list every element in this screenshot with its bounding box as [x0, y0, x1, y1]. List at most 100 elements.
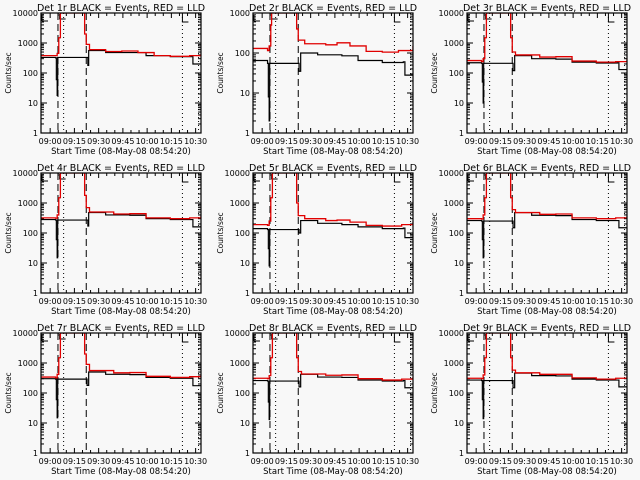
x-tick-label: 09:45 [537, 137, 560, 146]
x-tick-label: 10:30 [184, 297, 207, 306]
x-tick-label: 10:15 [160, 297, 183, 306]
e-marker [393, 174, 401, 183]
y-tick-label: 10 [454, 259, 464, 268]
x-tick-label: 10:00 [136, 137, 159, 146]
panel-title: Det 7r BLACK = Events, RED = LLD [37, 323, 205, 334]
x-tick-label: 09:00 [465, 297, 488, 306]
y-tick-label: 100 [235, 389, 250, 398]
start-bracket-marker [41, 335, 48, 342]
series-group [253, 173, 413, 267]
events-series-line [41, 49, 201, 96]
lld-series-line [41, 333, 201, 379]
x-tick-label: 09:00 [465, 457, 488, 466]
x-tick-label: 10:00 [562, 297, 585, 306]
e-marker [393, 14, 401, 23]
x-tick-label: 10:15 [586, 457, 609, 466]
series-group [467, 173, 627, 259]
y-tick-label: 1000 [230, 199, 250, 208]
y-tick-label: 10 [454, 99, 464, 108]
y-tick-label: 10 [240, 259, 250, 268]
panel-title: Det 1r BLACK = Events, RED = LLD [37, 3, 205, 14]
x-axis-label: Start Time (08-May-08 08:54:20) [477, 147, 617, 157]
y-tick-label: 10 [240, 419, 250, 428]
y-tick-label: 10 [28, 419, 38, 428]
x-tick-label: 09:30 [87, 297, 110, 306]
x-tick-label: 10:30 [184, 457, 207, 466]
x-tick-label: 10:15 [586, 137, 609, 146]
x-tick-label: 09:00 [251, 297, 274, 306]
e-marker [181, 14, 189, 23]
lld-series-line [467, 333, 627, 380]
series-group [467, 333, 627, 420]
x-tick-label: 09:30 [513, 297, 536, 306]
x-tick-label: 09:30 [87, 137, 110, 146]
y-axis-label: Counts/sec [216, 372, 225, 413]
series-group [41, 13, 201, 96]
e-marker [607, 334, 615, 343]
x-tick-label: 09:30 [299, 137, 322, 146]
x-tick-label: 09:15 [275, 457, 298, 466]
panel-1: Det 1r BLACK = Events, RED = LLD Counts/s… [4, 3, 207, 157]
x-tick-label: 10:30 [184, 137, 207, 146]
start-bracket-marker [253, 175, 260, 182]
y-tick-label: 10000 [13, 169, 38, 178]
x-tick-label: 10:30 [396, 297, 419, 306]
x-tick-label: 10:15 [160, 457, 183, 466]
y-tick-label: 1 [33, 449, 38, 458]
x-tick-label: 09:15 [63, 137, 86, 146]
s-marker [271, 334, 278, 340]
start-bracket-marker [41, 15, 48, 22]
y-axis-label: Counts/sec [430, 372, 439, 413]
y-tick-label: 10000 [225, 329, 250, 338]
y-tick-label: 1 [33, 129, 38, 138]
y-tick-label: 100 [235, 229, 250, 238]
x-tick-label: 09:15 [63, 297, 86, 306]
x-tick-label: 10:15 [372, 457, 395, 466]
x-tick-label: 09:45 [111, 457, 134, 466]
y-tick-label: 10000 [13, 9, 38, 18]
events-series-line [253, 52, 413, 122]
panel-7: Det 7r BLACK = Events, RED = LLD Counts/s… [4, 323, 207, 477]
x-tick-label: 10:00 [562, 137, 585, 146]
series-group [41, 173, 201, 259]
x-axis-label: Start Time (08-May-08 08:54:20) [51, 467, 191, 477]
x-tick-label: 09:00 [39, 297, 62, 306]
x-tick-label: 10:00 [562, 457, 585, 466]
start-bracket-marker [467, 175, 474, 182]
y-axis-label: Counts/sec [430, 212, 439, 253]
panel-title: Det 6r BLACK = Events, RED = LLD [463, 163, 631, 174]
e-marker [607, 174, 615, 183]
panel-9: Det 9r BLACK = Events, RED = LLD Counts/s… [430, 323, 633, 477]
lld-series-line [467, 173, 627, 220]
y-tick-label: 1 [459, 129, 464, 138]
x-axis-label: Start Time (08-May-08 08:54:20) [51, 147, 191, 157]
events-series-line [467, 211, 627, 259]
y-tick-label: 100 [235, 49, 250, 58]
events-series-line [253, 373, 413, 421]
s-marker [59, 334, 66, 340]
start-bracket-marker [467, 335, 474, 342]
s-marker [485, 334, 492, 340]
e-marker [181, 334, 189, 343]
panel-3: Det 3r BLACK = Events, RED = LLD Counts/s… [430, 3, 633, 157]
x-tick-label: 09:15 [489, 457, 512, 466]
e-marker [393, 334, 401, 343]
x-tick-label: 10:30 [396, 137, 419, 146]
y-tick-label: 10000 [225, 169, 250, 178]
panel-title: Det 9r BLACK = Events, RED = LLD [463, 323, 631, 334]
e-marker [607, 14, 615, 23]
y-tick-label: 1000 [444, 199, 464, 208]
y-axis-label: Counts/sec [4, 212, 13, 253]
x-tick-label: 09:45 [323, 137, 346, 146]
x-tick-label: 09:00 [39, 137, 62, 146]
x-tick-label: 10:30 [396, 457, 419, 466]
panel-8: Det 8r BLACK = Events, RED = LLD Counts/s… [216, 323, 419, 477]
y-axis-label: Counts/sec [430, 52, 439, 93]
series-group [467, 13, 627, 104]
panel-title: Det 8r BLACK = Events, RED = LLD [249, 323, 417, 334]
s-marker [271, 174, 278, 180]
x-tick-label: 10:00 [348, 457, 371, 466]
x-tick-label: 10:00 [136, 457, 159, 466]
x-tick-label: 10:30 [610, 297, 633, 306]
x-axis-label: Start Time (08-May-08 08:54:20) [263, 147, 403, 157]
